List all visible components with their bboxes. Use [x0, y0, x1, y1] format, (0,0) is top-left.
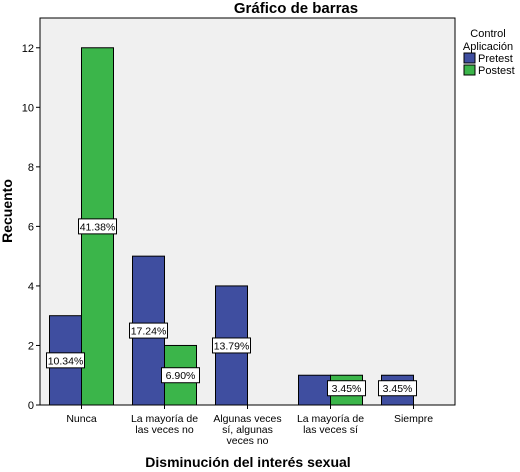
data-label-text: 6.90%	[166, 370, 196, 382]
y-tick-label: 12	[22, 43, 34, 55]
data-label-text: 3.45%	[332, 383, 362, 395]
y-tick-label: 2	[28, 340, 34, 352]
data-label-text: 3.45%	[383, 383, 413, 395]
x-tick-label: Siempre	[394, 413, 433, 425]
data-labels: 10.34% 41.38% 17.24% 6.90% 13.79% 3.45% 3.45%	[46, 218, 417, 397]
data-label: 17.24%	[129, 322, 168, 339]
data-label-text: 13.79%	[214, 340, 250, 352]
legend-swatch-postest	[463, 64, 476, 76]
x-axis-title: Disminución del interés sexual	[145, 454, 350, 470]
x-tick-label: Nunca	[66, 413, 97, 425]
x-tick-label: veces no	[226, 435, 268, 447]
bar-pretest	[298, 374, 331, 406]
x-tick-label: La mayoría de	[131, 413, 198, 425]
data-label-text: 17.24%	[131, 326, 167, 338]
data-label: 13.79%	[212, 337, 251, 354]
y-tick-label: 4	[28, 281, 34, 293]
data-label-box	[212, 337, 251, 354]
x-tick-label: sí, algunas	[222, 424, 273, 436]
data-label-box	[129, 322, 168, 339]
legend-swatch-pretest	[463, 52, 476, 64]
y-tick-label: 8	[28, 162, 34, 174]
data-label: 41.38%	[78, 218, 117, 235]
data-label: 3.45%	[378, 380, 417, 397]
data-label-text: 10.34%	[48, 355, 84, 367]
y-tick-label: 10	[22, 102, 34, 114]
data-label-text: 41.38%	[80, 221, 116, 233]
legend-title-line-1: Control	[470, 28, 505, 40]
data-label-box	[161, 367, 200, 384]
x-tick-label: las veces no	[135, 424, 194, 436]
legend-label-postest: Postest	[478, 65, 515, 77]
chart-title: Gráfico de barras	[234, 0, 358, 17]
legend-label-pretest: Pretest	[478, 53, 513, 65]
data-label: 10.34%	[46, 352, 85, 369]
data-label-box	[327, 380, 366, 397]
data-label-box	[78, 218, 117, 235]
y-axis-title: Recuento	[0, 179, 15, 243]
x-tick-label: las veces sí	[303, 424, 358, 436]
x-tick-label: Algunas veces	[213, 413, 281, 425]
y-axis: 0 2 4 6 8 10 12	[22, 43, 40, 412]
x-tick-label: La mayoría de	[297, 413, 364, 425]
y-tick-label: 6	[28, 221, 34, 233]
data-label-box	[378, 380, 417, 397]
data-label: 3.45%	[327, 380, 366, 397]
y-tick-label: 0	[28, 400, 34, 412]
data-label: 6.90%	[161, 367, 200, 384]
data-label-box	[46, 352, 85, 369]
legend-title-line-2: Aplicación	[463, 41, 513, 53]
